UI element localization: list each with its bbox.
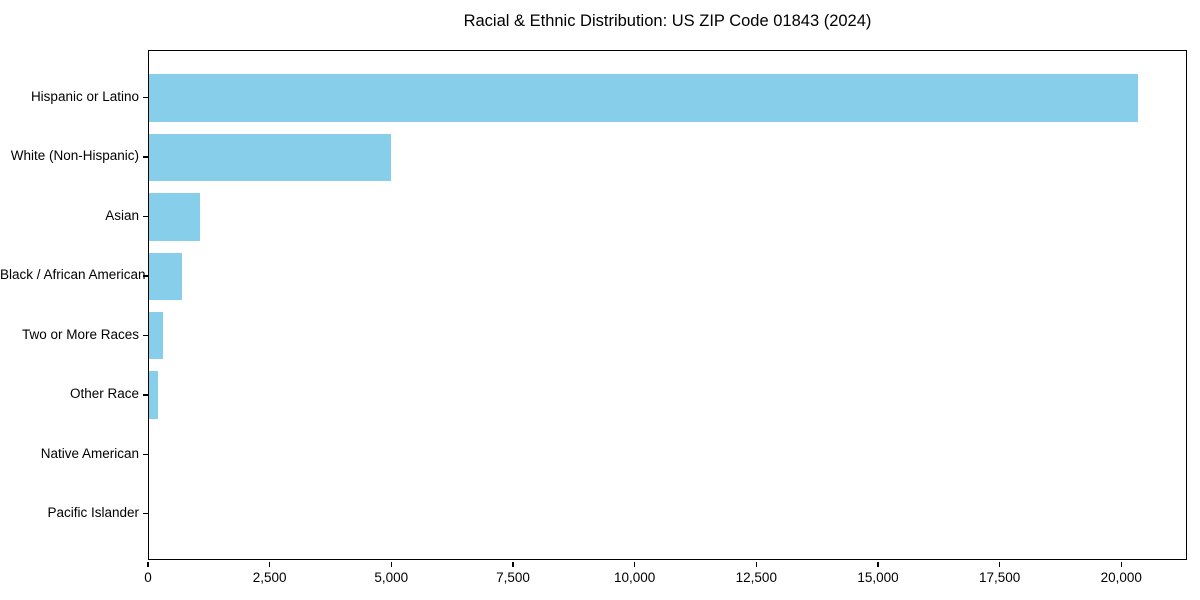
bar <box>149 311 163 360</box>
x-tick-mark <box>877 562 879 567</box>
chart-title: Racial & Ethnic Distribution: US ZIP Cod… <box>463 12 872 30</box>
y-tick-label: Hispanic or Latino <box>30 88 139 104</box>
y-tick-mark <box>143 156 148 158</box>
x-tick-mark <box>755 562 757 567</box>
bar <box>149 133 391 182</box>
x-tick-label: 10,000 <box>613 570 656 585</box>
x-tick-label: 20,000 <box>1100 570 1142 585</box>
y-tick-mark <box>143 275 148 277</box>
y-tick-mark <box>143 96 148 99</box>
y-tick-mark <box>143 215 148 218</box>
x-tick-label: 12,500 <box>735 570 777 585</box>
y-tick-label: Native American <box>40 445 139 461</box>
x-tick-mark <box>512 562 514 567</box>
y-tick-label: Pacific Islander <box>47 505 139 521</box>
bar <box>149 371 158 419</box>
y-tick-mark <box>143 394 148 396</box>
x-tick-mark <box>1120 562 1122 567</box>
x-tick-mark <box>633 562 636 567</box>
y-tick-mark <box>143 453 148 455</box>
y-tick-label: Two or More Races <box>21 326 139 342</box>
y-tick-label: Asian <box>105 207 139 223</box>
x-tick-label: 15,000 <box>857 570 899 585</box>
x-tick-label: 5,000 <box>374 570 409 585</box>
y-tick-mark <box>143 334 148 337</box>
x-tick-label: 0 <box>144 570 152 585</box>
x-tick-mark <box>147 562 149 567</box>
x-tick-mark <box>390 562 393 567</box>
plot-area <box>148 50 1187 560</box>
y-tick-label: Other Race <box>69 386 139 402</box>
bar <box>149 74 1139 122</box>
y-tick-label: Black / African American <box>0 267 146 283</box>
x-tick-label: 17,500 <box>978 570 1021 585</box>
bar <box>149 193 201 241</box>
y-tick-mark <box>143 513 148 515</box>
bar <box>149 252 182 301</box>
x-tick-label: 7,500 <box>496 570 530 585</box>
y-tick-label: White (Non-Hispanic) <box>10 148 139 164</box>
x-tick-mark <box>998 562 1001 567</box>
x-tick-mark <box>268 562 271 567</box>
x-tick-label: 2,500 <box>252 570 287 585</box>
